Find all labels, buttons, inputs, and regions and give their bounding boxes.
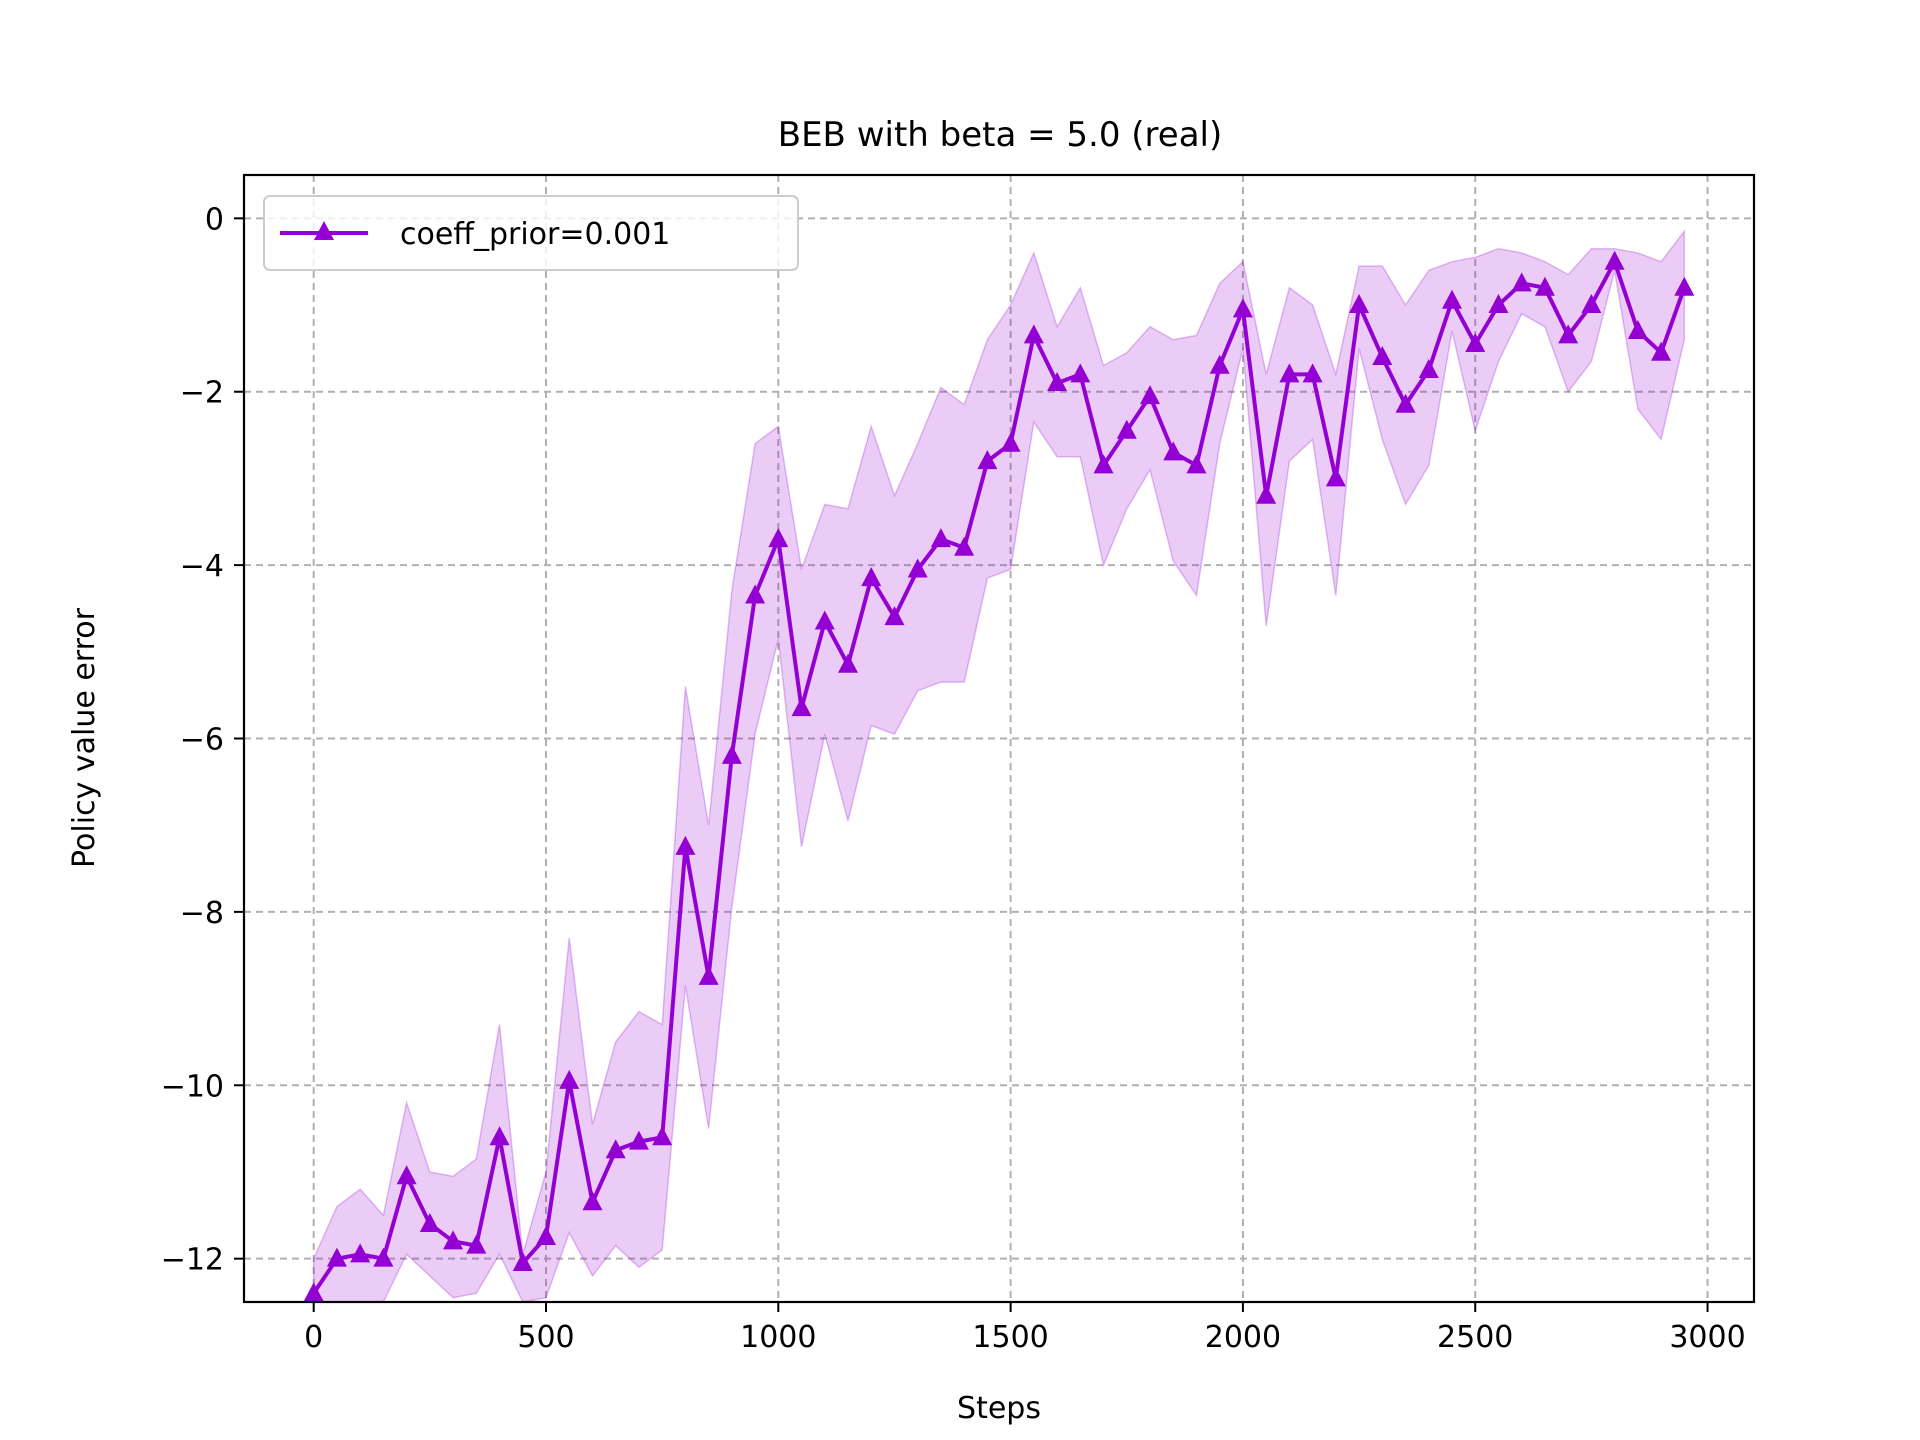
- data-point-marker: [1627, 320, 1648, 340]
- data-point-marker: [884, 606, 905, 626]
- confidence-band: [312, 229, 1686, 1303]
- data-point-marker: [698, 965, 719, 985]
- y-tick-label: 0: [205, 202, 224, 237]
- y-axis: 0 −2 −4 −6 −8 −10 −12: [161, 202, 244, 1278]
- y-axis-label: Policy value error: [67, 607, 102, 868]
- data-point-marker: [745, 584, 766, 604]
- data-point-marker: [1000, 432, 1021, 452]
- legend-box: [263, 195, 799, 271]
- data-point-marker: [791, 697, 812, 717]
- data-point-marker: [443, 1230, 464, 1250]
- data-point-marker: [489, 1126, 510, 1146]
- legend-marker: [314, 221, 334, 240]
- data-point-marker: [1511, 272, 1532, 292]
- data-point-marker: [1232, 298, 1253, 318]
- data-point-marker: [1534, 276, 1555, 296]
- x-axis: 0 500 1000 1500 2000 2500 3000: [304, 1302, 1746, 1355]
- data-point-marker: [512, 1251, 533, 1271]
- data-point-marker: [1581, 294, 1602, 314]
- chart-title: BEB with beta = 5.0 (real): [778, 115, 1223, 155]
- data-point-marker: [721, 744, 742, 764]
- series-band: [312, 229, 1686, 1303]
- data-point-marker: [954, 536, 975, 556]
- data-point-marker: [1488, 294, 1509, 314]
- data-point-marker: [907, 558, 928, 578]
- data-point-marker: [605, 1139, 626, 1159]
- data-point-marker: [1558, 324, 1579, 344]
- y-tick-label: −12: [161, 1243, 224, 1278]
- markers: [303, 250, 1695, 1302]
- data-point-marker: [1256, 484, 1277, 504]
- data-point-marker: [1209, 354, 1230, 374]
- data-point-marker: [838, 653, 858, 673]
- data-point-marker: [977, 450, 998, 470]
- x-tick-label: 3000: [1669, 1320, 1745, 1355]
- legend: coeff_prior=0.001: [263, 195, 799, 271]
- x-tick-label: 1000: [740, 1320, 816, 1355]
- data-point-marker: [652, 1126, 673, 1146]
- data-point-marker: [1418, 359, 1439, 379]
- data-point-marker: [768, 528, 789, 548]
- data-point-marker: [582, 1191, 603, 1211]
- data-point-marker: [559, 1069, 580, 1089]
- y-tick-label: −2: [180, 376, 224, 411]
- data-point-marker: [930, 528, 951, 548]
- data-point-marker: [1093, 454, 1114, 474]
- data-point-marker: [1163, 441, 1184, 461]
- data-point-marker: [814, 610, 835, 630]
- data-point-marker: [1140, 385, 1160, 405]
- data-point-marker: [303, 1282, 324, 1302]
- grid-lines: [244, 175, 1754, 1302]
- data-point-marker: [1395, 393, 1416, 413]
- data-point-marker: [1674, 276, 1695, 296]
- data-point-marker: [1325, 467, 1346, 487]
- y-tick-label: −8: [180, 896, 224, 931]
- data-point-marker: [536, 1225, 556, 1245]
- data-point-marker: [1349, 294, 1370, 314]
- data-point-marker: [419, 1212, 440, 1232]
- x-tick-label: 0: [304, 1320, 323, 1355]
- data-point-marker: [1465, 333, 1486, 353]
- x-tick-label: 2500: [1437, 1320, 1513, 1355]
- data-point-marker: [1047, 372, 1068, 392]
- data-point-marker: [1372, 346, 1393, 366]
- x-axis-label: Steps: [957, 1391, 1041, 1426]
- data-point-marker: [1279, 363, 1300, 383]
- data-point-marker: [1116, 419, 1137, 439]
- x-tick-label: 500: [517, 1320, 574, 1355]
- data-point-marker: [1023, 324, 1044, 344]
- data-point-marker: [396, 1165, 417, 1185]
- x-tick-label: 2000: [1205, 1320, 1281, 1355]
- data-point-marker: [373, 1247, 394, 1267]
- y-tick-label: −6: [180, 723, 224, 758]
- data-point-marker: [326, 1247, 347, 1267]
- x-tick-label: 1500: [972, 1320, 1048, 1355]
- data-point-marker: [861, 567, 882, 587]
- data-point-marker: [466, 1234, 487, 1254]
- data-point-marker: [1604, 250, 1625, 270]
- y-tick-label: −4: [180, 549, 224, 584]
- legend-entry-label: coeff_prior=0.001: [400, 217, 670, 252]
- data-point-marker: [350, 1243, 371, 1263]
- y-tick-label: −10: [161, 1069, 224, 1104]
- data-point-marker: [675, 835, 696, 855]
- data-point-marker: [1651, 341, 1672, 361]
- data-point-marker: [1302, 363, 1323, 383]
- data-point-marker: [628, 1130, 649, 1150]
- data-point-marker: [1442, 289, 1462, 309]
- data-point-marker: [1186, 454, 1207, 474]
- data-point-marker: [1070, 363, 1091, 383]
